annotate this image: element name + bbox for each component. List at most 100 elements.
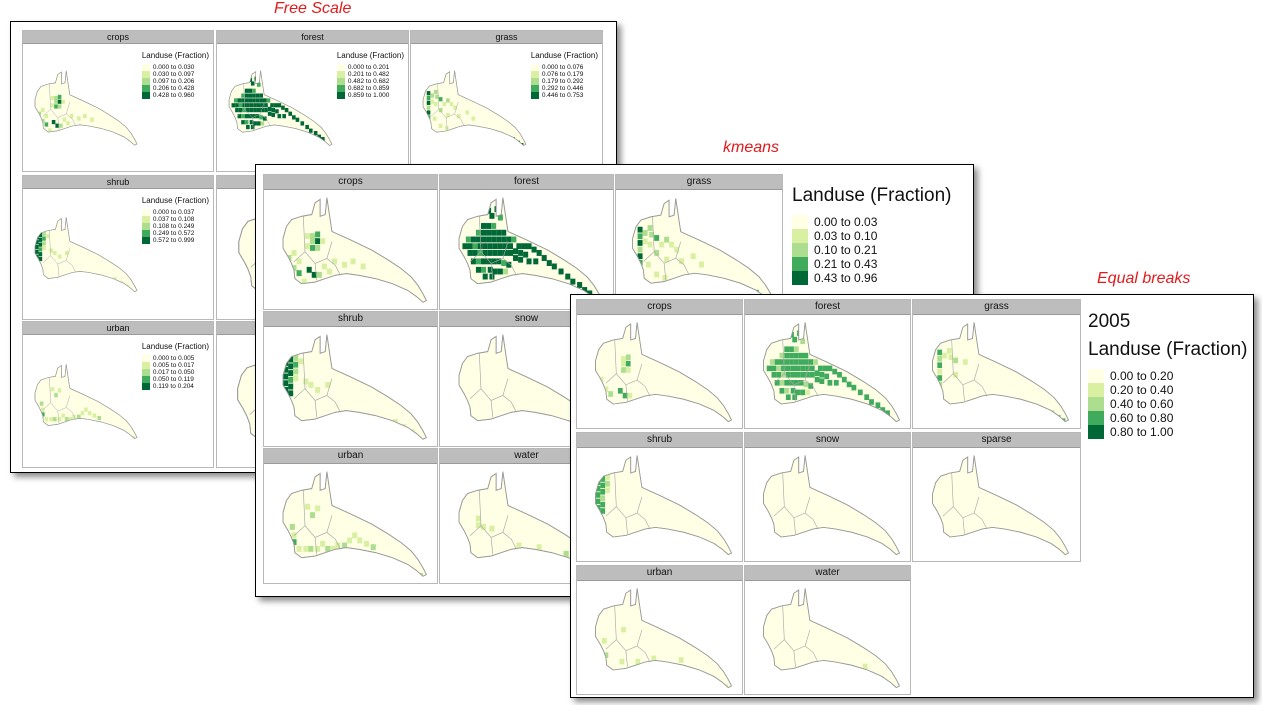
map-cell	[288, 111, 293, 116]
map-cell	[250, 124, 255, 130]
map-cell	[50, 96, 55, 101]
map-cell	[267, 111, 272, 116]
legend-label: 0.60 to 0.80	[1110, 411, 1174, 425]
map-cell	[264, 108, 268, 113]
map-cell	[800, 389, 806, 396]
map-cell	[651, 655, 657, 662]
map-cell	[252, 98, 256, 103]
map-cell	[937, 368, 943, 375]
map-cell	[627, 392, 633, 399]
map-watershed	[932, 322, 1070, 423]
map-cell	[496, 229, 502, 236]
map-cell	[506, 236, 512, 243]
legend-swatch	[336, 85, 345, 92]
legend-label: 0.00 to 0.20	[1110, 369, 1174, 383]
legend-item: 0.10 to 0.21	[792, 243, 951, 257]
map-cell	[475, 522, 481, 529]
map-cell	[35, 244, 39, 250]
map-cell	[54, 96, 58, 101]
map-cell	[241, 93, 245, 98]
map-cell	[637, 266, 643, 273]
map-cell	[97, 415, 101, 421]
map-panel: crops	[263, 174, 438, 310]
map-cell	[654, 250, 660, 256]
watershed-map	[745, 316, 910, 428]
map-cell	[774, 359, 780, 365]
map-cell	[283, 393, 289, 400]
map-cell	[487, 250, 493, 256]
legend-swatch	[792, 257, 808, 271]
map-cell	[237, 98, 242, 103]
map-cell	[248, 93, 253, 98]
map-cell	[313, 130, 318, 136]
map-watershed	[34, 217, 138, 293]
map-cell	[370, 544, 376, 551]
map-cell	[784, 352, 790, 359]
map-cell	[87, 411, 92, 416]
map-cell	[335, 542, 341, 549]
map-cell	[360, 263, 366, 270]
map-cell	[288, 370, 294, 377]
map-cell	[242, 108, 247, 113]
map-cell	[491, 258, 497, 265]
map-cell	[937, 356, 943, 362]
map-cell	[475, 229, 481, 236]
map-cell	[625, 354, 631, 360]
map-cell	[470, 258, 476, 265]
map-cell	[851, 384, 857, 391]
legend-swatch	[1088, 425, 1104, 439]
map-cell	[311, 271, 317, 278]
map-cell	[647, 241, 653, 248]
map-cell	[489, 212, 495, 219]
map-cell	[54, 104, 58, 109]
map-cell	[80, 411, 85, 416]
map-subbasin-lines	[293, 216, 341, 281]
map-cell	[61, 99, 65, 104]
map-cell	[325, 381, 331, 388]
map-cell	[536, 250, 542, 256]
map-cell	[310, 233, 316, 240]
legend-label: 0.017 to 0.050	[152, 369, 195, 376]
legend-item: 0.108 to 0.249	[141, 223, 209, 230]
map-cell	[875, 402, 881, 408]
map-cell	[518, 256, 524, 263]
legend-swatch	[141, 376, 150, 383]
legend-swatch	[141, 355, 150, 362]
map-cell	[817, 655, 823, 662]
map-cell	[54, 393, 58, 398]
map-cell	[789, 352, 794, 359]
map-cell	[822, 365, 828, 372]
map-cell	[774, 380, 780, 386]
map-cell	[288, 383, 294, 390]
map-cell	[608, 380, 614, 386]
legend-item: 0.000 to 0.030	[141, 64, 209, 71]
map-cell	[304, 243, 311, 250]
watershed-map	[411, 45, 532, 171]
legend-label: 0.572 to 0.999	[152, 237, 195, 244]
legend-label: 0.428 to 0.960	[152, 92, 195, 99]
map-cell	[779, 359, 785, 365]
map-cell	[967, 364, 973, 370]
map-cell	[784, 359, 790, 365]
map-cell	[793, 352, 799, 359]
map-subbasin-lines	[469, 490, 517, 555]
map-cell	[637, 226, 643, 233]
legend-swatch	[336, 71, 345, 78]
map-cell	[864, 394, 870, 400]
map-cell	[320, 540, 326, 547]
map-cell	[231, 103, 236, 108]
panel-strip-label: crops	[23, 31, 213, 44]
map-cell	[271, 108, 276, 113]
map-cell	[42, 241, 46, 246]
map-cell	[502, 243, 508, 250]
map-cell	[937, 375, 943, 381]
map-cell	[805, 372, 810, 378]
map-cell	[789, 359, 794, 365]
map-cell	[690, 253, 696, 260]
legend-swatch	[141, 237, 150, 244]
panel-strip-label: forest	[745, 300, 910, 315]
map-cell	[77, 116, 81, 121]
map-cell	[288, 376, 294, 383]
map-watershed	[595, 322, 733, 423]
map-panel: forest	[744, 299, 911, 429]
